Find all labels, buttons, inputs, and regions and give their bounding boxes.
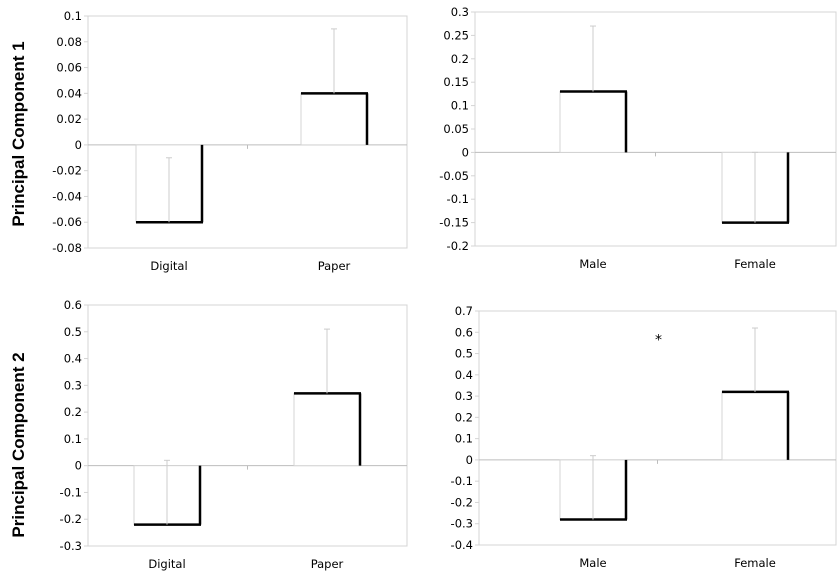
chart-panel-4: 0.7 0.6 0.5 0.4 0.3 0.2 0.1 0 -0.1 -0.2 -0.3 -0.4 Ma… bbox=[451, 304, 837, 570]
y-tick-label: -0.2 bbox=[447, 239, 469, 253]
y-tick-label: 0 bbox=[462, 145, 469, 159]
y-tick-label: -0.3 bbox=[60, 539, 82, 553]
bar-female bbox=[721, 391, 789, 461]
y-tick-label: 0.1 bbox=[64, 432, 82, 446]
y-tick-label: -0.1 bbox=[451, 474, 473, 488]
category-label: Paper bbox=[318, 259, 351, 273]
y-tick-label: -0.3 bbox=[451, 517, 473, 531]
y-tick-label: 0.06 bbox=[56, 61, 82, 75]
y-tick-label: 0 bbox=[75, 138, 82, 152]
chart-panels: 0.1 0.08 0.06 0.04 0.02 0 -0.02 -0.04 -0.06 -0.08… bbox=[52, 5, 837, 571]
row-label-pc2: Principal Component 2 bbox=[9, 352, 28, 537]
y-tick-label: 0.3 bbox=[451, 5, 469, 19]
y-tick-label: 0.3 bbox=[455, 389, 473, 403]
y-tick-label: 0.6 bbox=[64, 298, 82, 312]
y-tick-label: 0.05 bbox=[443, 122, 469, 136]
category-label: Male bbox=[579, 556, 606, 570]
chart-panel-1: 0.1 0.08 0.06 0.04 0.02 0 -0.02 -0.04 -0.06 -0.08… bbox=[52, 9, 408, 273]
y-tick-label: -0.2 bbox=[60, 512, 82, 526]
y-tick-label: 0.2 bbox=[451, 52, 469, 66]
y-tick-label: -0.2 bbox=[451, 495, 473, 509]
y-tick-label: 0.04 bbox=[56, 86, 82, 100]
y-tick-label: 0.2 bbox=[64, 405, 82, 419]
y-tick-label: 0 bbox=[75, 459, 82, 473]
y-tick-label: 0.1 bbox=[451, 99, 469, 113]
y-tick-label: -0.08 bbox=[52, 241, 82, 255]
y-tick-label: 0.25 bbox=[443, 28, 469, 42]
y-tick-label: -0.02 bbox=[52, 164, 82, 178]
y-tick-label: 0.7 bbox=[455, 304, 473, 318]
y-tick-label: 0.6 bbox=[455, 325, 473, 339]
y-tick-label: -0.06 bbox=[52, 215, 82, 229]
chart-panel-3: 0.6 0.5 0.4 0.3 0.2 0.1 0 -0.1 -0.2 -0.3 Digital Pa… bbox=[60, 298, 408, 571]
y-tick-label: 0.08 bbox=[56, 35, 82, 49]
y-tick-label: 0.2 bbox=[455, 410, 473, 424]
bar-male bbox=[559, 91, 627, 153]
y-tick-label: -0.1 bbox=[447, 192, 469, 206]
plot-area bbox=[478, 310, 837, 546]
y-tick-label: 0.4 bbox=[455, 368, 473, 382]
y-tick-label: -0.05 bbox=[439, 169, 469, 183]
category-label: Paper bbox=[311, 557, 344, 571]
y-tick-label: 0.1 bbox=[455, 432, 473, 446]
row-label-pc1: Principal Component 1 bbox=[9, 41, 28, 226]
plot-area bbox=[87, 304, 408, 547]
y-tick-label: -0.1 bbox=[60, 485, 82, 499]
chart-panel-2: 0.3 0.25 0.2 0.15 0.1 0.05 0 -0.05 -0.1 -0.15 -0.2… bbox=[439, 5, 837, 271]
category-label: Digital bbox=[148, 557, 185, 571]
y-tick-label: 0 bbox=[466, 453, 473, 467]
y-tick-label: 0.15 bbox=[443, 75, 469, 89]
bar-paper bbox=[300, 92, 368, 146]
y-tick-label: -0.4 bbox=[451, 538, 473, 552]
y-tick-label: 0.1 bbox=[64, 9, 82, 23]
category-label: Female bbox=[734, 556, 776, 570]
y-tick-label: -0.04 bbox=[52, 189, 82, 203]
category-label: Female bbox=[734, 257, 776, 271]
y-tick-label: 0.5 bbox=[64, 325, 82, 339]
significance-marker: * bbox=[655, 333, 662, 349]
category-label: Digital bbox=[150, 259, 187, 273]
bar-paper bbox=[293, 392, 361, 467]
category-label: Male bbox=[579, 257, 606, 271]
y-tick-label: 0.02 bbox=[56, 112, 82, 126]
plot-area bbox=[87, 15, 408, 249]
y-tick-label: 0.4 bbox=[64, 352, 82, 366]
y-tick-label: 0.5 bbox=[455, 347, 473, 361]
y-tick-label: 0.3 bbox=[64, 378, 82, 392]
y-tick-label: -0.15 bbox=[439, 216, 469, 230]
